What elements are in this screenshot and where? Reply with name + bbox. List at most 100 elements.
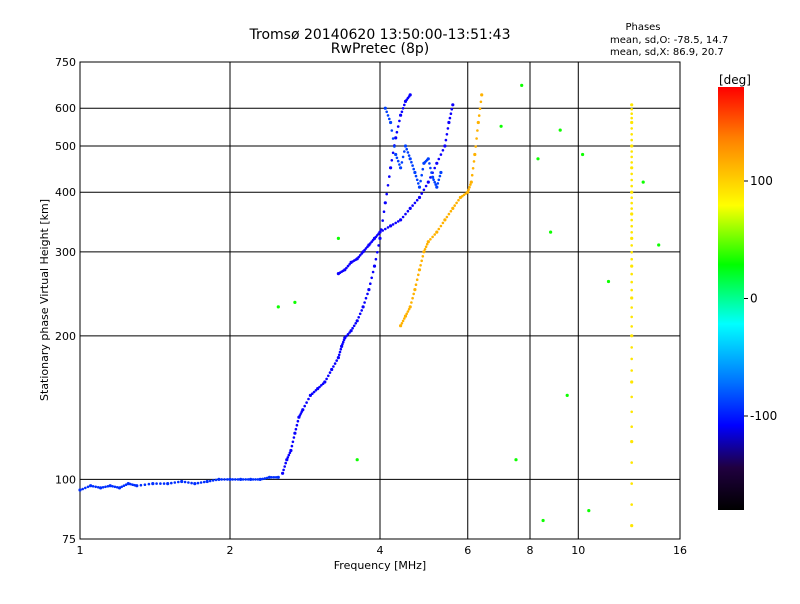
- data-point-o-low: [86, 485, 90, 489]
- data-point-o-rise: [377, 244, 380, 247]
- data-point-stray: [587, 509, 591, 513]
- data-point-o-rise: [383, 201, 387, 205]
- data-point-o-low: [129, 482, 132, 486]
- data-point-o-branch: [391, 223, 395, 226]
- data-point-x-trace: [417, 268, 422, 272]
- data-point-o-low: [196, 481, 200, 485]
- data-point-x-trace: [476, 120, 480, 125]
- data-point-x-trace: [421, 254, 425, 258]
- data-point-o-scatter: [406, 151, 410, 154]
- data-point-x-vertical: [630, 207, 633, 210]
- data-point-o-scatter: [433, 180, 437, 184]
- data-point-stray: [293, 300, 297, 304]
- data-point-o-low: [274, 476, 278, 479]
- data-point-o-scatter: [400, 161, 404, 164]
- data-point-x-vertical: [630, 251, 633, 254]
- data-point-o-low: [124, 483, 128, 487]
- data-point-o-rise: [367, 288, 371, 292]
- data-point-stray: [541, 518, 545, 523]
- data-point-x-trace: [437, 227, 441, 231]
- data-point-o-rise: [295, 423, 299, 427]
- colorbar: [718, 87, 744, 510]
- data-point-o-rise: [388, 175, 391, 178]
- data-point-o-rise: [312, 390, 316, 394]
- data-point-o-rise: [355, 319, 359, 323]
- data-point-o-branch: [448, 116, 452, 120]
- data-point-x-vertical: [630, 107, 633, 111]
- data-point-o-scatter: [438, 174, 442, 178]
- data-point-o-low: [187, 481, 190, 484]
- data-point-o-rise: [330, 367, 334, 372]
- data-point-x-trace: [466, 190, 470, 194]
- data-point-o-low: [272, 476, 276, 479]
- data-point-o-rise: [292, 436, 296, 439]
- data-point-x-trace: [403, 317, 406, 320]
- data-point-x-vertical: [630, 103, 634, 107]
- data-point-o-rise: [391, 151, 395, 155]
- colorbar-tick-label: 100: [750, 174, 773, 188]
- data-point-o-rise: [381, 219, 385, 222]
- data-point-x-trace: [449, 209, 453, 213]
- data-point-o-rise: [337, 353, 341, 357]
- data-point-o-low: [211, 479, 215, 482]
- data-point-o-low: [258, 477, 262, 481]
- data-point-o-branch: [358, 254, 362, 257]
- data-point-o-scatter: [394, 152, 398, 157]
- data-point-o-scatter: [403, 144, 408, 148]
- data-point-x-trace: [426, 240, 430, 244]
- data-point-x-vertical: [630, 410, 633, 414]
- data-point-o-branch: [408, 206, 412, 210]
- data-point-o-low: [126, 482, 130, 486]
- data-point-o-rise: [366, 292, 369, 296]
- data-point-x-trace: [408, 305, 412, 309]
- data-point-o-rise: [364, 296, 368, 300]
- data-point-x-trace: [429, 238, 432, 241]
- data-point-o-scatter: [437, 178, 441, 182]
- data-point-x-trace: [439, 224, 443, 228]
- y-axis-label: Stationary phase Virtual Height [km]: [38, 199, 51, 401]
- data-point-o-rise: [282, 468, 285, 472]
- data-point-o-scatter: [421, 167, 425, 171]
- data-point-x-vertical: [630, 244, 633, 247]
- data-point-o-rise: [372, 264, 377, 268]
- data-point-o-low: [94, 485, 97, 489]
- data-point-stray: [606, 279, 611, 284]
- data-point-o-rise: [283, 465, 287, 468]
- data-point-o-rise: [374, 257, 378, 261]
- data-point-o-branch: [381, 229, 385, 232]
- data-point-x-trace: [400, 322, 404, 325]
- data-point-o-branch: [451, 103, 455, 107]
- data-point-o-rise: [327, 374, 330, 378]
- data-point-x-vertical: [630, 231, 633, 234]
- grid-lines: [80, 62, 680, 539]
- data-point-o-scatter: [399, 166, 403, 170]
- data-point-o-rise: [394, 136, 398, 140]
- data-point-x-vertical: [630, 161, 633, 164]
- data-point-o-rise: [376, 251, 379, 254]
- chart-title-line1: Tromsø 20140620 13:50:00-13:51:43: [249, 27, 511, 43]
- data-point-o-rise: [341, 340, 345, 344]
- data-point-o-low: [99, 486, 103, 490]
- data-point-o-low: [78, 488, 82, 492]
- data-point-o-rise: [286, 456, 290, 459]
- data-point-x-vertical: [630, 190, 634, 194]
- data-point-x-vertical: [630, 380, 634, 384]
- x-tick-label: 6: [464, 544, 471, 557]
- data-point-o-low: [217, 477, 221, 481]
- data-point-o-rise: [325, 377, 328, 381]
- data-point-o-low: [246, 478, 250, 481]
- data-point-x-vertical: [630, 138, 633, 142]
- data-point-x-trace: [403, 314, 408, 318]
- data-point-stray: [355, 458, 359, 462]
- data-point-o-rise: [339, 347, 343, 351]
- data-point-x-vertical: [630, 357, 633, 361]
- data-point-x-vertical: [630, 212, 634, 216]
- data-point-o-low: [173, 481, 177, 484]
- data-point-o-rise: [357, 316, 361, 319]
- data-point-o-branch: [399, 218, 403, 222]
- chart-title-line2: RwPretec (8p): [331, 41, 429, 57]
- data-point-o-branch: [446, 127, 450, 130]
- y-tick-label: 400: [55, 186, 76, 199]
- data-point-o-low: [251, 478, 255, 481]
- data-point-o-scatter: [432, 178, 435, 181]
